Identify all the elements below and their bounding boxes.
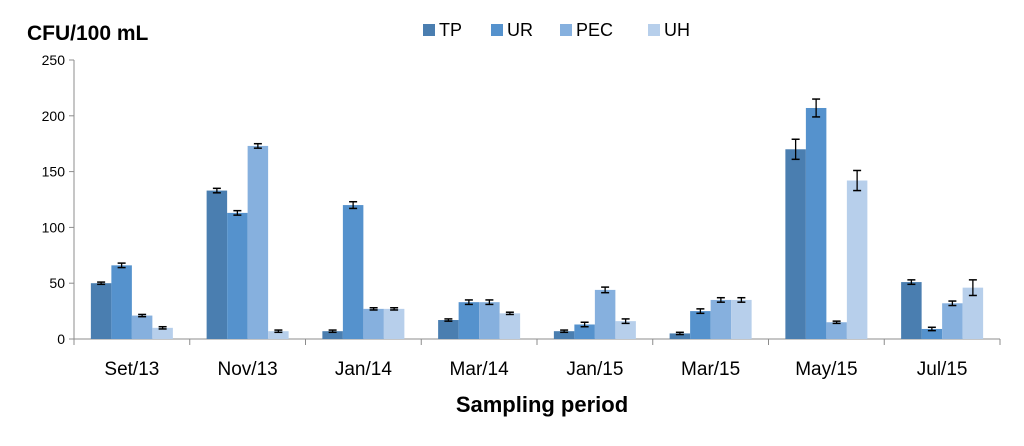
bar xyxy=(383,308,405,339)
y-tick-label: 0 xyxy=(57,331,65,347)
x-axis-categories: Set/13 Nov/13 Jan/14 Mar/14 Jan/15 Mar/15 May/… xyxy=(73,339,1001,380)
y-tick-label: 200 xyxy=(42,108,66,124)
x-category-label: Nov/13 xyxy=(218,359,278,380)
legend-swatch xyxy=(423,24,435,36)
x-axis-title: Sampling period xyxy=(456,392,628,417)
bar xyxy=(785,149,806,339)
bar xyxy=(921,328,943,339)
y-tick-label: 100 xyxy=(42,219,66,235)
bar xyxy=(846,180,868,339)
bar xyxy=(438,320,459,339)
bar xyxy=(710,299,732,339)
legend-swatch xyxy=(491,24,503,36)
x-category-label: Set/13 xyxy=(104,359,159,380)
bar xyxy=(458,302,480,339)
bar xyxy=(805,107,827,339)
y-tick-label: 150 xyxy=(42,164,66,180)
y-tick-label: 250 xyxy=(42,52,66,68)
bar xyxy=(615,321,636,339)
bar xyxy=(342,205,364,339)
bar xyxy=(227,212,248,339)
x-category-label: Jan/15 xyxy=(566,359,623,380)
legend-label: PEC xyxy=(576,20,613,40)
legend: TP UR PEC UH xyxy=(423,20,690,40)
bar xyxy=(690,311,711,339)
bar xyxy=(942,303,963,339)
legend-label: UR xyxy=(507,20,533,40)
bar xyxy=(268,331,289,339)
legend-swatch xyxy=(648,24,660,36)
legend-swatch xyxy=(560,24,572,36)
bar xyxy=(152,327,173,339)
bar xyxy=(574,324,595,339)
bars xyxy=(90,98,984,339)
bar xyxy=(479,302,500,339)
bar xyxy=(322,331,343,339)
bar xyxy=(669,333,691,339)
bar xyxy=(206,190,228,339)
bar xyxy=(90,283,112,339)
bar xyxy=(901,282,922,339)
bar xyxy=(131,315,153,339)
legend-label: TP xyxy=(439,20,462,40)
y-tick-label: 50 xyxy=(49,275,65,291)
x-category-label: Mar/14 xyxy=(450,359,510,380)
x-category-label: Mar/15 xyxy=(681,359,740,380)
x-category-label: Jan/14 xyxy=(335,359,392,380)
bar xyxy=(594,289,616,339)
bar xyxy=(553,331,575,339)
bar xyxy=(826,322,847,339)
bar xyxy=(499,313,521,339)
x-category-label: Jul/15 xyxy=(917,359,968,380)
bar xyxy=(363,308,384,339)
bar xyxy=(731,299,752,339)
bar xyxy=(111,265,132,339)
bar xyxy=(962,287,984,339)
y-axis-ticks: 0 50 100 150 200 250 xyxy=(42,52,74,347)
y-axis-title: CFU/100 mL xyxy=(27,22,149,45)
bar xyxy=(247,145,269,339)
legend-label: UH xyxy=(664,20,690,40)
x-category-label: May/15 xyxy=(795,359,857,380)
